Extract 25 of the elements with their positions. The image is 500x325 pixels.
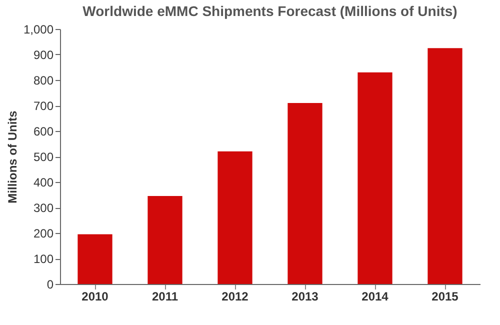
x-tick-label: 2011 [152, 290, 178, 304]
y-tick-label: 700 [33, 99, 54, 113]
x-tick-label: 2015 [432, 290, 459, 304]
bar [78, 234, 112, 284]
x-tick-label: 2014 [362, 290, 389, 304]
bar [288, 102, 322, 284]
y-tick-label: 800 [33, 74, 54, 88]
x-tick-label: 2010 [82, 290, 109, 304]
bar [428, 48, 462, 284]
y-tick-label: 100 [33, 252, 54, 266]
y-tick-label: 300 [33, 201, 54, 215]
y-axis-title: Millions of Units [5, 110, 20, 204]
bar [218, 151, 252, 284]
bar [148, 196, 182, 284]
x-tick-label: 2012 [222, 290, 249, 304]
y-tick-label: 500 [33, 150, 54, 164]
y-tick-label: 0 [46, 278, 54, 292]
y-tick-label: 900 [33, 48, 54, 62]
bar [358, 72, 392, 284]
y-tick-label: 400 [33, 176, 54, 190]
chart-title: Worldwide eMMC Shipments Forecast (Millions of Units) [82, 3, 458, 19]
y-tick-label: 200 [33, 226, 54, 240]
y-tick-label: 600 [33, 124, 54, 138]
y-tick-label: 1,000 [23, 22, 54, 36]
x-tick-label: 2013 [292, 290, 319, 304]
